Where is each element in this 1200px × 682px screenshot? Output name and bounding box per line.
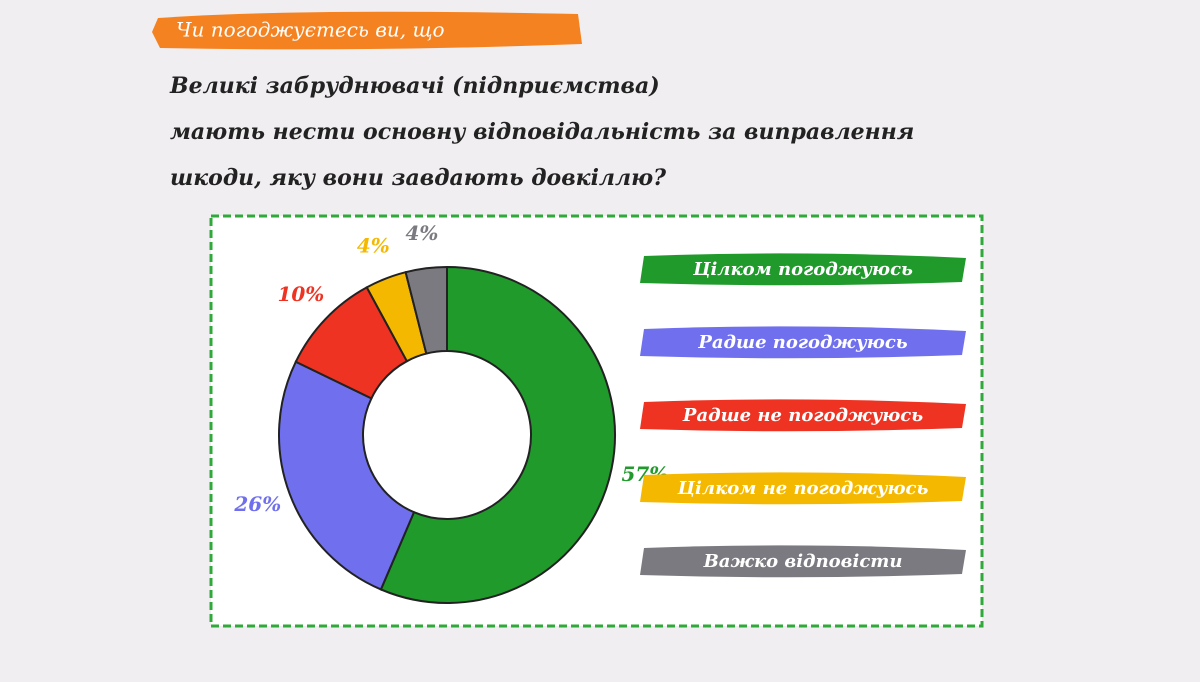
header-brush: [152, 11, 582, 50]
legend-label: Радше не погоджуюсь: [682, 405, 923, 426]
legend-label: Радше погоджуюсь: [697, 332, 907, 353]
legend-label: Цілком погоджуюсь: [692, 259, 913, 280]
legend-label: Цілком не погоджуюсь: [677, 478, 929, 499]
question-line: шкоди, яку вони завдають довкіллю?: [170, 165, 667, 191]
legend-swatch: [640, 253, 966, 286]
legend-swatch: [640, 326, 966, 359]
legend-swatch: [640, 472, 966, 505]
question-line: Великі забруднювачі (підприємства): [169, 73, 660, 99]
value-label: 10%: [277, 282, 324, 306]
header: Чи погоджуєтесь ви, що: [176, 18, 445, 42]
slice: [278, 360, 416, 591]
slice: [404, 265, 448, 355]
legend-label: Важко відповісти: [703, 551, 903, 572]
legend-swatch: [640, 545, 966, 578]
value-label: 4%: [405, 221, 438, 245]
value-label: 4%: [357, 233, 390, 257]
slice: [379, 265, 616, 604]
value-label: 26%: [233, 492, 281, 516]
question-line: мають нести основну відповідальність за …: [170, 119, 914, 145]
legend-swatch: [640, 399, 966, 432]
